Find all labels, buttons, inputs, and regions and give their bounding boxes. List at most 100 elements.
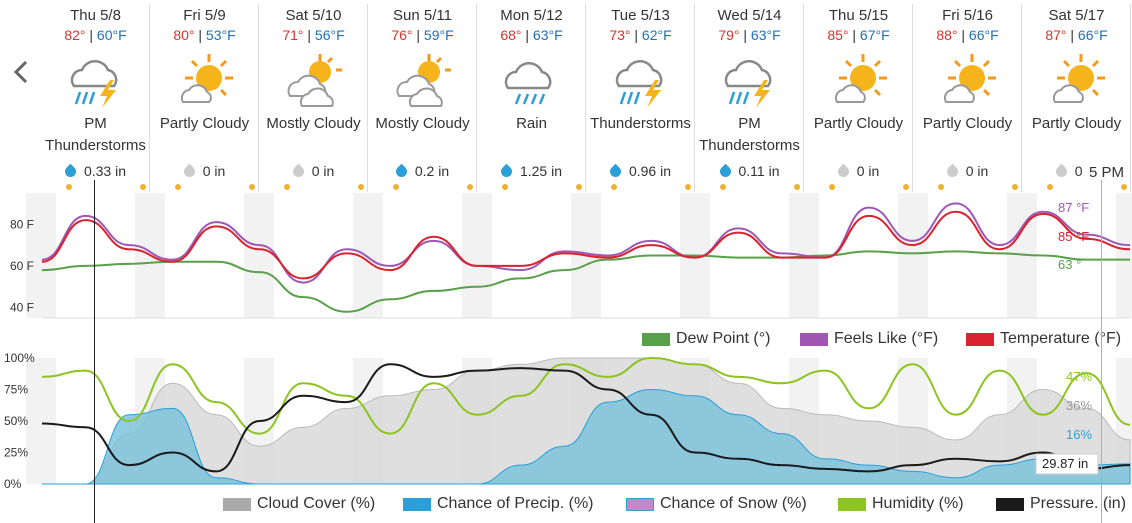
feels-like-swatch [800,332,828,346]
day-column[interactable]: Sat 5/10 71° | 56°F Mostly Cloudy 0 in [260,4,368,192]
day-date: Thu 5/15 [828,7,889,24]
partly-cloudy-icon [805,47,912,113]
high-temp: 82° [64,27,86,43]
condition-text: Mostly Cloudy [266,115,361,132]
sunrise-marker [66,184,72,190]
day-column[interactable]: Tue 5/13 73° | 62°F Thunderstorms 0.96 in [587,4,695,192]
temp-separator: | [848,27,860,43]
y-tick-label: 100% [4,351,35,365]
area-series-1 [42,388,1131,485]
temp-separator: | [303,27,315,43]
sunset-marker [140,184,146,190]
day-date: Sat 5/10 [285,7,342,24]
series-line-1 [41,202,1131,284]
legend-dew-point: Dew Point (°) [642,330,770,348]
raindrop-icon [944,163,960,180]
raindrop-icon [290,163,306,180]
precip-value: 0.33 in [83,163,127,179]
day-column[interactable]: Mon 5/12 68° | 63°F Rain 1.25 in [478,4,586,192]
rain-icon [478,47,585,113]
day-column[interactable]: Sun 5/11 76° | 59°F Mostly Cloudy 0.2 in [369,4,477,192]
day-column[interactable]: Fri 5/16 88° | 66°F Partly Cloudy 0 in [914,4,1022,192]
end-value-label: 16% [1066,427,1092,442]
mostly-cloudy-icon [369,47,476,113]
precip-value: 0 in [311,163,335,179]
condition-text: Partly Cloudy [159,115,250,132]
sunset-marker [903,184,909,190]
partly-cloudy-icon [1023,47,1130,113]
sunrise-marker [938,184,944,190]
daily-forecast-strip: Thu 5/8 82° | 60°F PM Thunderstorms 0.33 in… [42,4,1132,194]
thunderstorm-icon [696,47,803,113]
previous-arrow-button[interactable] [10,52,32,92]
legend-label: Pressure. (in) [1030,495,1127,512]
precip-amount: 0.33 in [42,163,149,181]
legend-cloud-cover: Cloud Cover (%) [223,495,375,513]
pressure-label-box [1035,453,1099,475]
conditions-chart: 100% 75% 50% 25% 0% 47% 36% 16% 29.87 in [4,351,1132,490]
precip-amount: 0 in [151,163,258,181]
series-line-2 [41,210,1131,280]
day-column[interactable]: Fri 5/9 80° | 53°F Partly Cloudy 0 in [151,4,259,192]
legend-label: Feels Like (°F) [834,330,939,347]
precip-amount: 0.96 in [587,163,694,181]
sunset-marker [794,184,800,190]
day-column[interactable]: Wed 5/14 79° | 63°F PM Thunderstorms 0.11 i… [696,4,804,192]
night-band [244,193,274,318]
sunset-marker [358,184,364,190]
thunderstorm-icon [587,47,694,113]
day-date: Wed 5/14 [717,7,782,24]
high-temp: 71° [282,27,304,43]
sunset-marker [1012,184,1018,190]
night-band [462,193,492,318]
high-temp: 85° [827,27,849,43]
series-line-0 [41,250,1130,313]
day-date: Fri 5/16 [942,7,993,24]
legend-chance-snow: Chance of Snow (%) [626,495,807,513]
day-temps: 80° | 53°F [151,27,258,47]
end-value-label: 63 ° [1058,257,1081,272]
day-column[interactable]: Thu 5/15 85° | 67°F Partly Cloudy 0 in [805,4,913,192]
condition-text: PM Thunderstorms [45,115,146,154]
precip-value: 0.11 in [738,163,780,179]
low-temp: 63°F [532,27,563,43]
chance-precip-swatch [403,497,431,511]
condition-text: Partly Cloudy [813,115,904,132]
legend-label: Temperature (°F) [1000,330,1122,347]
day-temps: 73° | 62°F [587,27,694,47]
night-band [898,193,928,318]
end-value-label: 29.87 in [1042,456,1088,471]
precip-amount: 0.11 in [696,163,803,181]
end-value-label: 87 °F [1058,200,1089,215]
raindrop-icon [717,163,733,180]
low-temp: 67°F [859,27,890,43]
y-tick-label: 25% [4,446,28,460]
sunrise-marker [720,184,726,190]
sunrise-marker [611,184,617,190]
day-temps: 68° | 63°F [478,27,585,47]
end-value-label: 85 °F [1058,229,1089,244]
line-series-4 [41,363,1131,473]
temperature-chart: 80 F 60 F 40 F 87 °F 85 °F 63 ° [10,193,1132,319]
raindrop-icon [835,163,851,180]
condition-text: Partly Cloudy [922,115,1013,132]
pressure-swatch [996,497,1024,511]
legend-label: Cloud Cover (%) [257,495,376,512]
condition-text: Mostly Cloudy [375,115,470,132]
day-column[interactable]: Thu 5/8 82° | 60°F PM Thunderstorms 0.33 in [42,4,150,192]
low-temp: 59°F [423,27,454,43]
precip-value: 0 in [965,163,989,179]
current-time-label: 5 PM [1086,164,1128,181]
day-date: Sat 5/17 [1048,7,1105,24]
raindrop-icon [181,163,197,180]
low-temp: 56°F [314,27,345,43]
sunset-marker [249,184,255,190]
temp-separator: | [1066,27,1078,43]
legend-label: Humidity (%) [872,495,964,512]
sunrise-marker [829,184,835,190]
y-tick-label: 40 F [10,301,34,315]
dew-point-swatch [642,332,670,346]
legend-chance-precip: Chance of Precip. (%) [403,495,594,513]
legend-temperature: Temperature (°F) [966,330,1121,348]
